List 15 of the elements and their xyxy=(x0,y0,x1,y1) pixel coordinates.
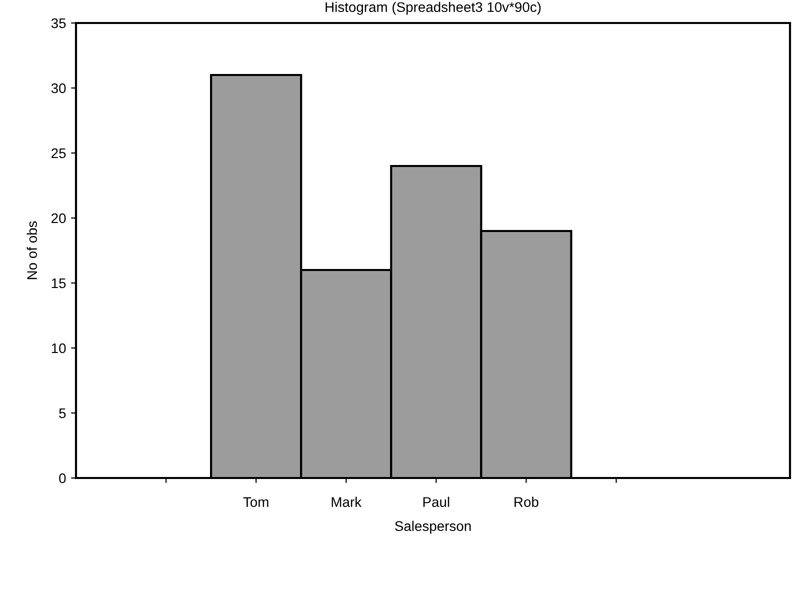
x-tick-label: Paul xyxy=(423,496,450,507)
y-tick-label: 25 xyxy=(52,148,66,158)
y-tick-label: 20 xyxy=(52,213,66,224)
chart-title: Histogram (Spreadsheet3 10v*90c) xyxy=(326,2,541,15)
y-tick-label: 0 xyxy=(59,473,66,484)
y-tick-label: 15 xyxy=(52,278,66,288)
y-tick-label: 5 xyxy=(59,408,66,418)
x-tick-label: Mark xyxy=(332,496,362,507)
y-tick-label: 10 xyxy=(52,343,66,354)
x-tick-label: Rob xyxy=(514,496,538,507)
y-tick-label: 30 xyxy=(51,83,66,94)
y-tick-label: 35 xyxy=(51,18,66,28)
x-tick-label: Tom xyxy=(243,497,268,507)
x-axis-title: Salesperson xyxy=(395,520,471,534)
y-axis-title: No of obs xyxy=(26,221,37,280)
